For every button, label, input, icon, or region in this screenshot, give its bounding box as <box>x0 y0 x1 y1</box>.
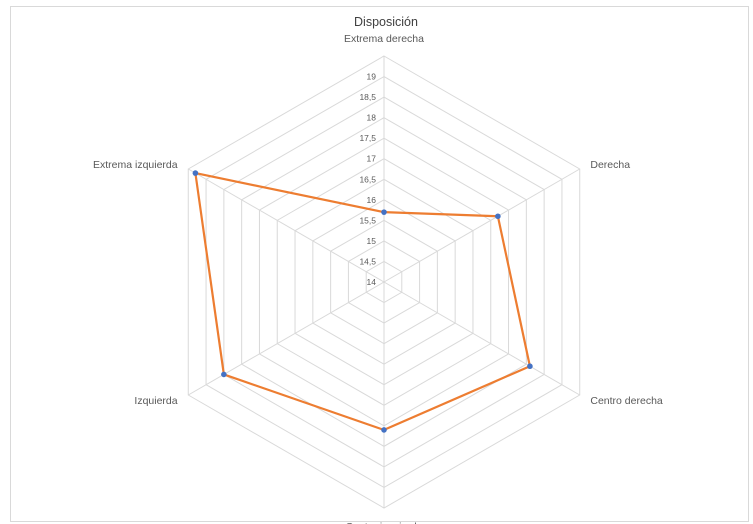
tick-label: 15 <box>367 236 377 246</box>
chart-title: Disposición <box>354 15 418 29</box>
data-point <box>192 170 199 176</box>
data-point <box>221 371 227 378</box>
category-label: Derecha <box>590 159 630 171</box>
data-point <box>381 209 387 215</box>
tick-label: 16,5 <box>359 174 376 184</box>
tick-label: 14,5 <box>359 256 376 266</box>
axis-spoke <box>383 281 580 396</box>
tick-label: 17 <box>367 154 377 164</box>
tick-label: 14 <box>367 277 377 287</box>
category-label: Izquierda <box>134 395 177 407</box>
tick-label: 15,5 <box>359 215 376 225</box>
radar-axes <box>188 56 580 508</box>
data-point <box>527 363 533 370</box>
tick-label: 18 <box>367 113 377 123</box>
radial-tick-labels: 14 14,5 15 15,5 16 16,5 17 17,5 18 18,5 19 <box>359 72 376 287</box>
category-label: Extrema izquierda <box>93 159 178 171</box>
data-point <box>381 427 387 433</box>
category-label: Centro derecha <box>590 395 663 407</box>
axis-spoke <box>383 168 580 283</box>
tick-label: 17,5 <box>359 133 376 143</box>
category-labels: Extrema derecha Derecha Centro derecha Cent… <box>93 33 663 524</box>
data-point <box>495 213 501 220</box>
axis-spoke <box>188 168 385 283</box>
tick-label: 16 <box>367 195 377 205</box>
tick-label: 18,5 <box>359 92 376 102</box>
category-label: Centro izquierda <box>345 521 422 524</box>
category-label: Extrema derecha <box>344 33 424 45</box>
series-layer <box>192 170 533 433</box>
axis-spoke <box>188 281 385 396</box>
tick-label: 19 <box>367 72 377 82</box>
